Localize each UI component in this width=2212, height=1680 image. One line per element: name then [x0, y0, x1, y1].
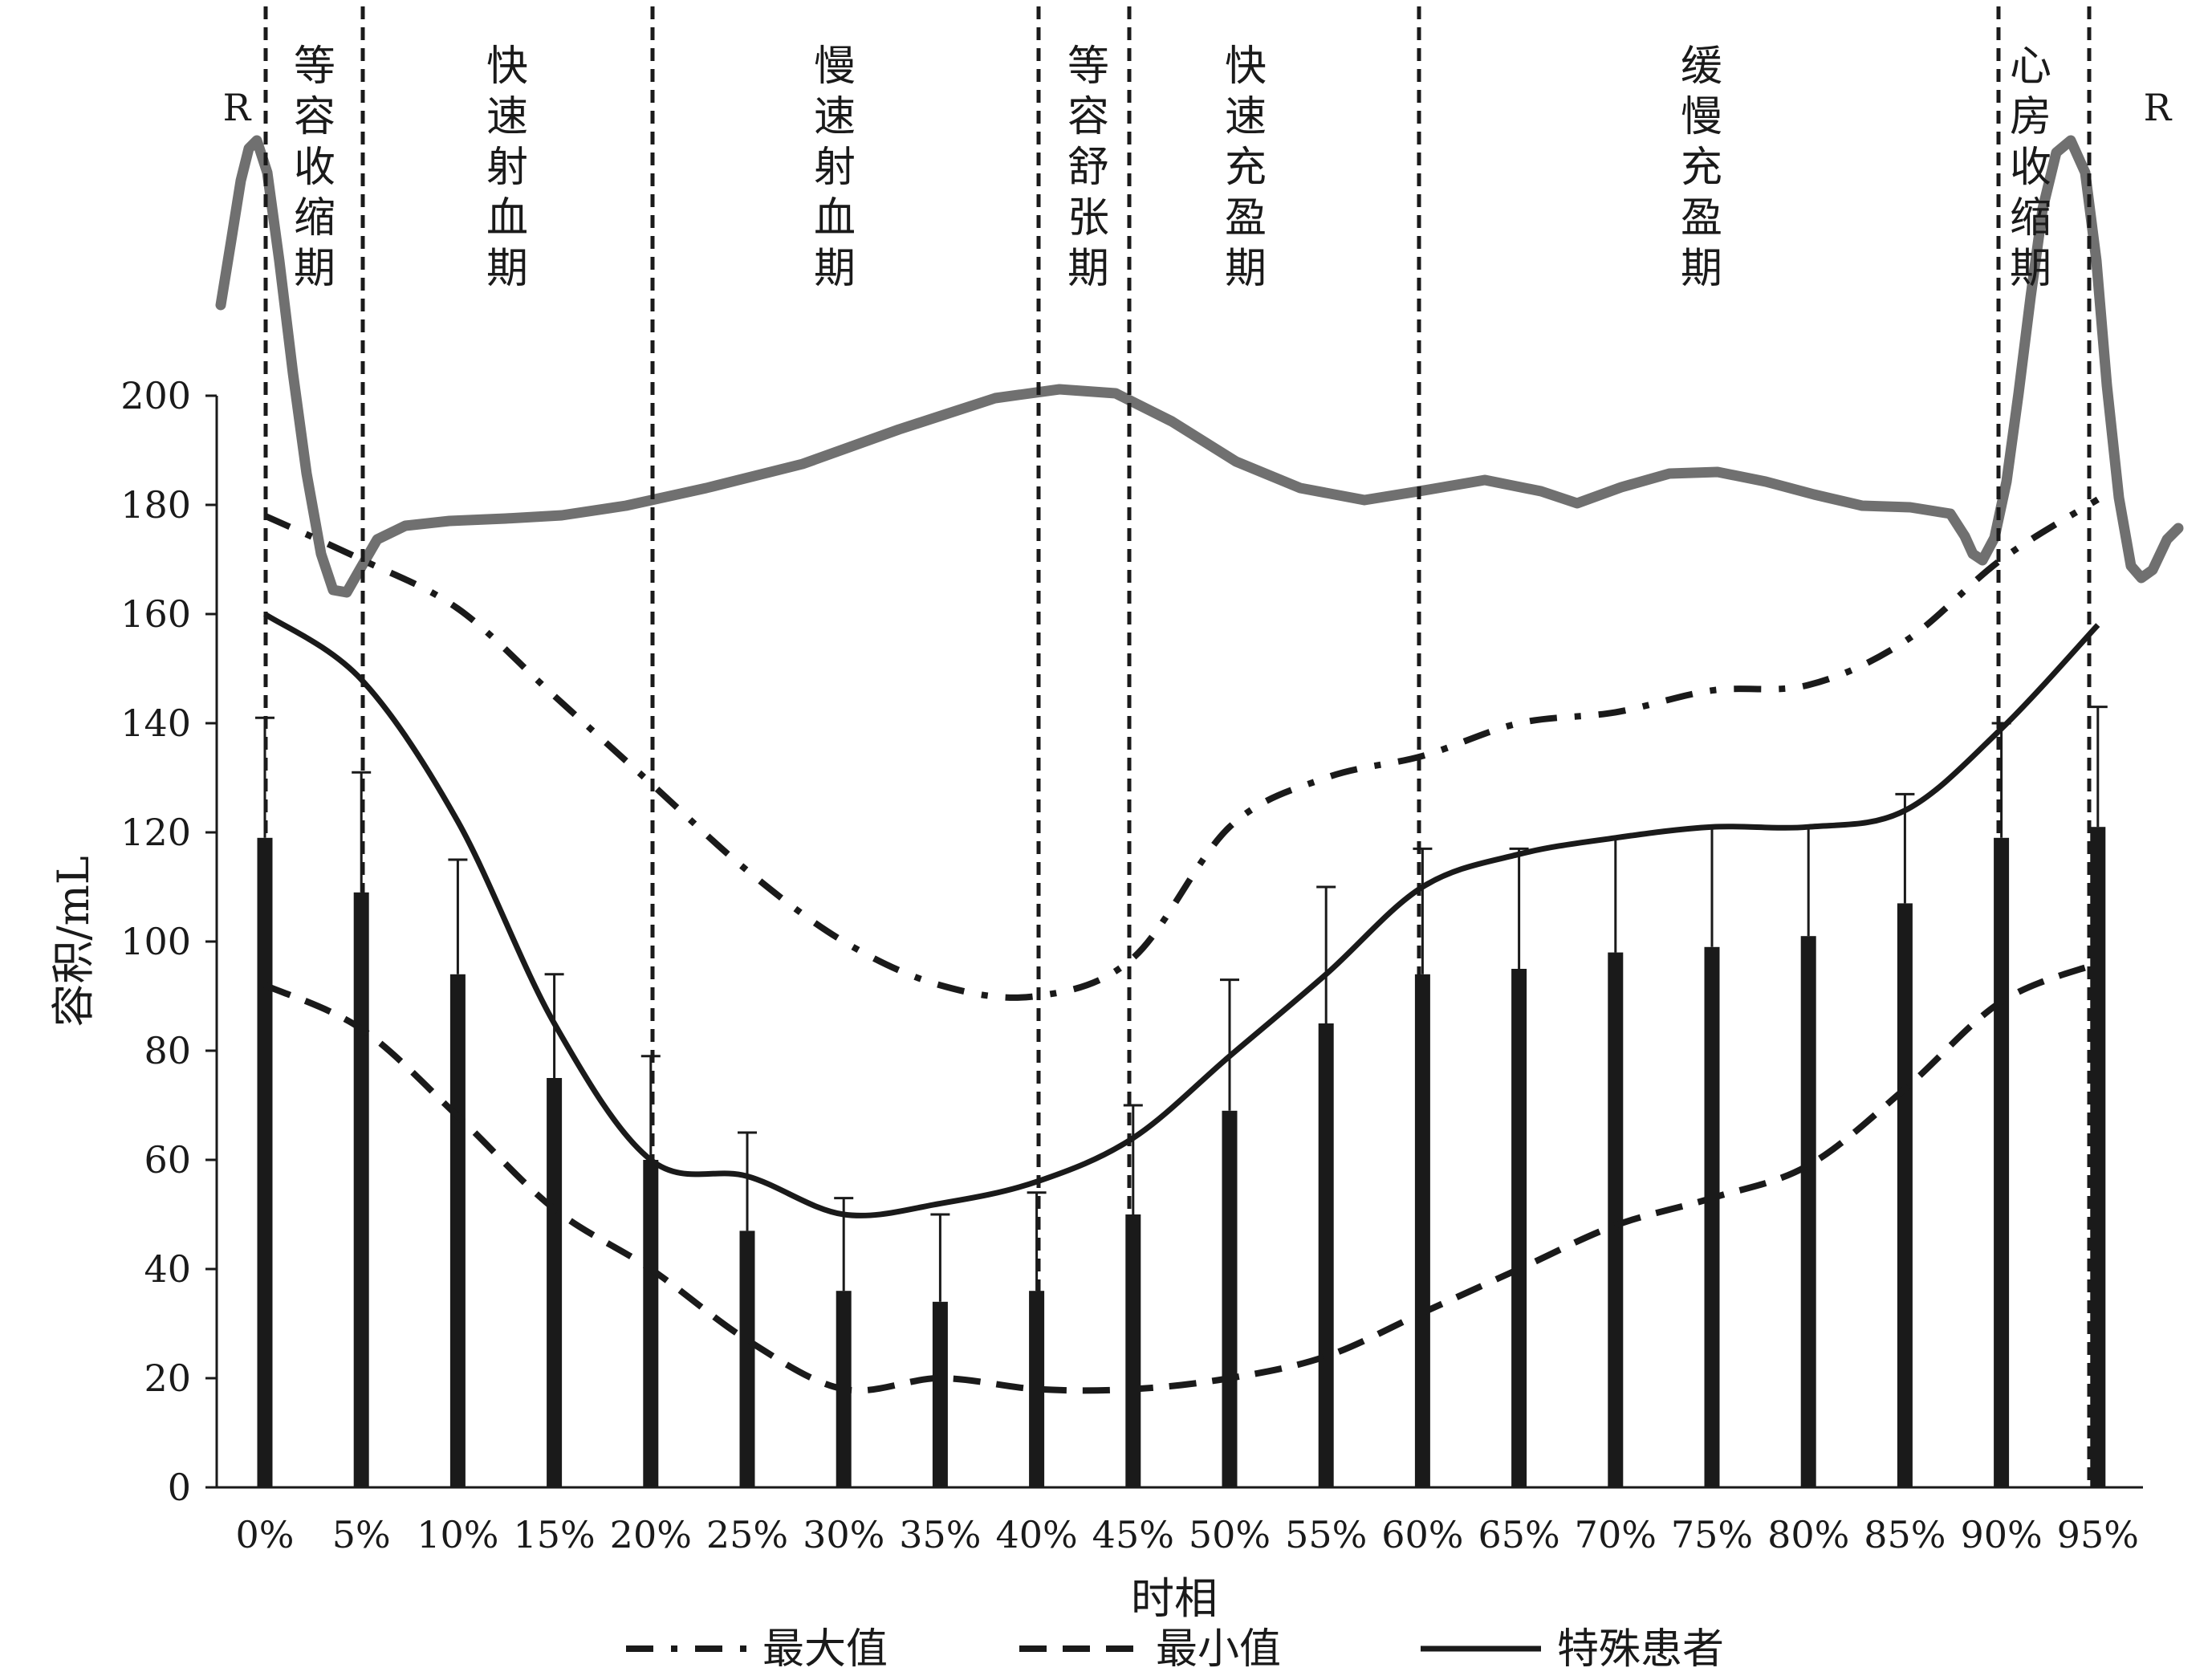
x-tick-label-0%: 0% — [236, 1513, 295, 1556]
x-tick-label-35%: 35% — [899, 1513, 981, 1556]
ecg-trace-layer — [215, 135, 2184, 598]
bar-85% — [1897, 903, 1913, 1487]
x-tick-label-90%: 90% — [1960, 1513, 2042, 1556]
bar-25% — [739, 1231, 755, 1487]
bars-layer — [255, 706, 2108, 1487]
bar-5% — [353, 892, 369, 1487]
y-tick-label-160: 160 — [120, 592, 191, 636]
ecg-trace — [215, 135, 2184, 598]
series-lines-layer — [263, 496, 2100, 1394]
bar-0% — [257, 837, 273, 1487]
phase-label-7: 心房收缩期 — [2010, 43, 2051, 293]
phase-label-3: 慢速射血期 — [814, 43, 856, 293]
bar-45% — [1125, 1214, 1141, 1487]
bar-90% — [1994, 837, 2010, 1487]
x-tick-label-40%: 40% — [995, 1513, 1077, 1556]
axes: 0 20 40 60 80 100 120 140 160 180 200 0% 5% 10% 15% 20%… — [48, 374, 2143, 1624]
y-tick-label-120: 120 — [120, 811, 191, 854]
bar-10% — [449, 974, 466, 1487]
x-tick-label-60%: 60% — [1381, 1513, 1463, 1556]
x-tick-label-5%: 5% — [332, 1513, 391, 1556]
phase-label-4: 等容舒张期 — [1067, 43, 1109, 293]
bar-35% — [932, 1301, 948, 1487]
bar-15% — [547, 1078, 563, 1487]
x-tick-label-20%: 20% — [610, 1513, 692, 1556]
x-tick-label-25%: 25% — [706, 1513, 788, 1556]
x-tick-label-80%: 80% — [1767, 1513, 1849, 1556]
y-tick-label-0: 0 — [168, 1466, 191, 1509]
bar-70% — [1608, 952, 1624, 1487]
series-1-point-65% — [1518, 722, 1521, 725]
y-tick-label-80: 80 — [144, 1029, 191, 1072]
series-1-point-55% — [1324, 776, 1328, 779]
bar-75% — [1704, 946, 1720, 1487]
x-tick-label-65%: 65% — [1478, 1513, 1559, 1556]
phase-label-5: 快速充盈期 — [1225, 43, 1267, 293]
x-tick-label-70%: 70% — [1575, 1513, 1657, 1556]
bar-65% — [1511, 969, 1527, 1487]
phase-label-2: 快速射血期 — [486, 43, 528, 293]
legend-label-2: 最小值 — [1156, 1625, 1281, 1674]
bar-55% — [1318, 1023, 1334, 1487]
series-line-2 — [263, 960, 2100, 1394]
y-tick-label-20: 20 — [144, 1357, 191, 1400]
bar-60% — [1414, 974, 1430, 1487]
legend-label-1: 最大值 — [762, 1625, 888, 1674]
x-tick-label-15%: 15% — [513, 1513, 595, 1556]
r-peak-label-1: R — [223, 86, 252, 129]
x-axis-title: 时相 — [1131, 1573, 1218, 1624]
phase-label-6: 缓慢充盈期 — [1681, 43, 1722, 293]
bar-80% — [1800, 936, 1816, 1487]
series-1-point-85% — [1903, 640, 1906, 643]
series-line-3 — [263, 612, 2100, 1218]
bar-20% — [643, 1160, 659, 1487]
bar-95% — [2090, 827, 2106, 1487]
x-tick-label-10%: 10% — [417, 1513, 498, 1556]
bar-50% — [1222, 1110, 1238, 1487]
legend: 最大值 最小值 特殊患者 — [626, 1625, 1724, 1674]
series-line-1 — [263, 496, 2100, 1001]
y-tick-label-200: 200 — [120, 374, 191, 417]
x-tick-label-85%: 85% — [1864, 1513, 1946, 1556]
x-tick-label-30%: 30% — [803, 1513, 884, 1556]
bar-40% — [1029, 1291, 1045, 1487]
y-tick-label-140: 140 — [120, 702, 191, 745]
legend-label-3: 特殊患者 — [1557, 1625, 1724, 1674]
r-peak-label-2: R — [2144, 86, 2173, 129]
labels-layer: 等容收缩期 快速射血期 慢速射血期 等容舒张期 快速充盈期 缓慢充盈期 心房收缩期 R R — [223, 43, 2173, 293]
series-1-point-30% — [842, 940, 845, 943]
y-axis-title: 容积/mL — [48, 856, 99, 1027]
x-tick-label-55%: 55% — [1285, 1513, 1367, 1556]
y-tick-label-180: 180 — [120, 483, 191, 527]
x-tick-label-75%: 75% — [1671, 1513, 1753, 1556]
y-tick-label-100: 100 — [120, 920, 191, 963]
y-tick-label-40: 40 — [144, 1247, 191, 1291]
x-tick-label-95%: 95% — [2057, 1513, 2139, 1556]
x-tick-label-45%: 45% — [1092, 1513, 1174, 1556]
phase-label-1: 等容收缩期 — [294, 43, 335, 293]
y-tick-label-60: 60 — [144, 1138, 191, 1182]
x-tick-label-50%: 50% — [1189, 1513, 1271, 1556]
